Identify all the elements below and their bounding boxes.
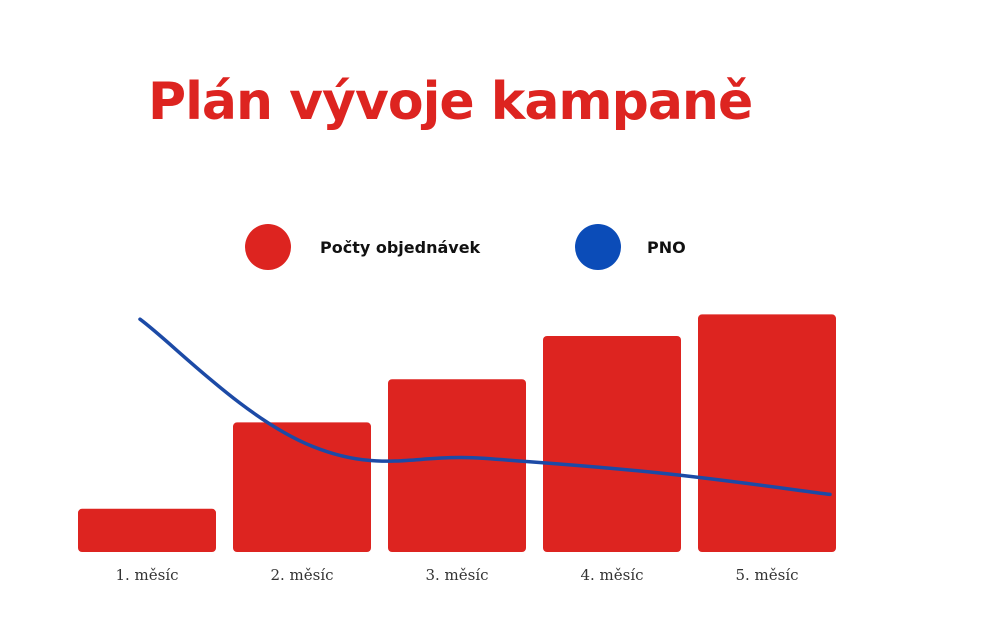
- bar-5: [698, 314, 836, 552]
- x-tick-label-4: 4. měsíc: [580, 566, 643, 584]
- bar-1: [78, 508, 216, 552]
- bar-4: [543, 336, 681, 552]
- legend: Počty objednávek PNO: [245, 224, 686, 270]
- legend-marker-line-series: [575, 224, 621, 270]
- chart-title: Plán vývoje kampaně: [148, 72, 753, 132]
- bar-group: [78, 314, 836, 552]
- line-group: [138, 317, 832, 497]
- x-tick-label-5: 5. měsíc: [735, 566, 798, 584]
- x-tick-label-2: 2. měsíc: [270, 566, 333, 584]
- legend-label-bar-series: Počty objednávek: [320, 238, 481, 257]
- legend-label-line-series: PNO: [647, 238, 686, 257]
- line-series-pno: [138, 317, 832, 497]
- bar-3: [388, 379, 526, 552]
- x-tick-label-1: 1. měsíc: [115, 566, 178, 584]
- x-tick-label-3: 3. měsíc: [425, 566, 488, 584]
- x-axis-ticks: 1. měsíc 2. měsíc 3. měsíc 4. měsíc 5. měsíc: [115, 566, 798, 584]
- legend-marker-bar-series: [245, 224, 291, 270]
